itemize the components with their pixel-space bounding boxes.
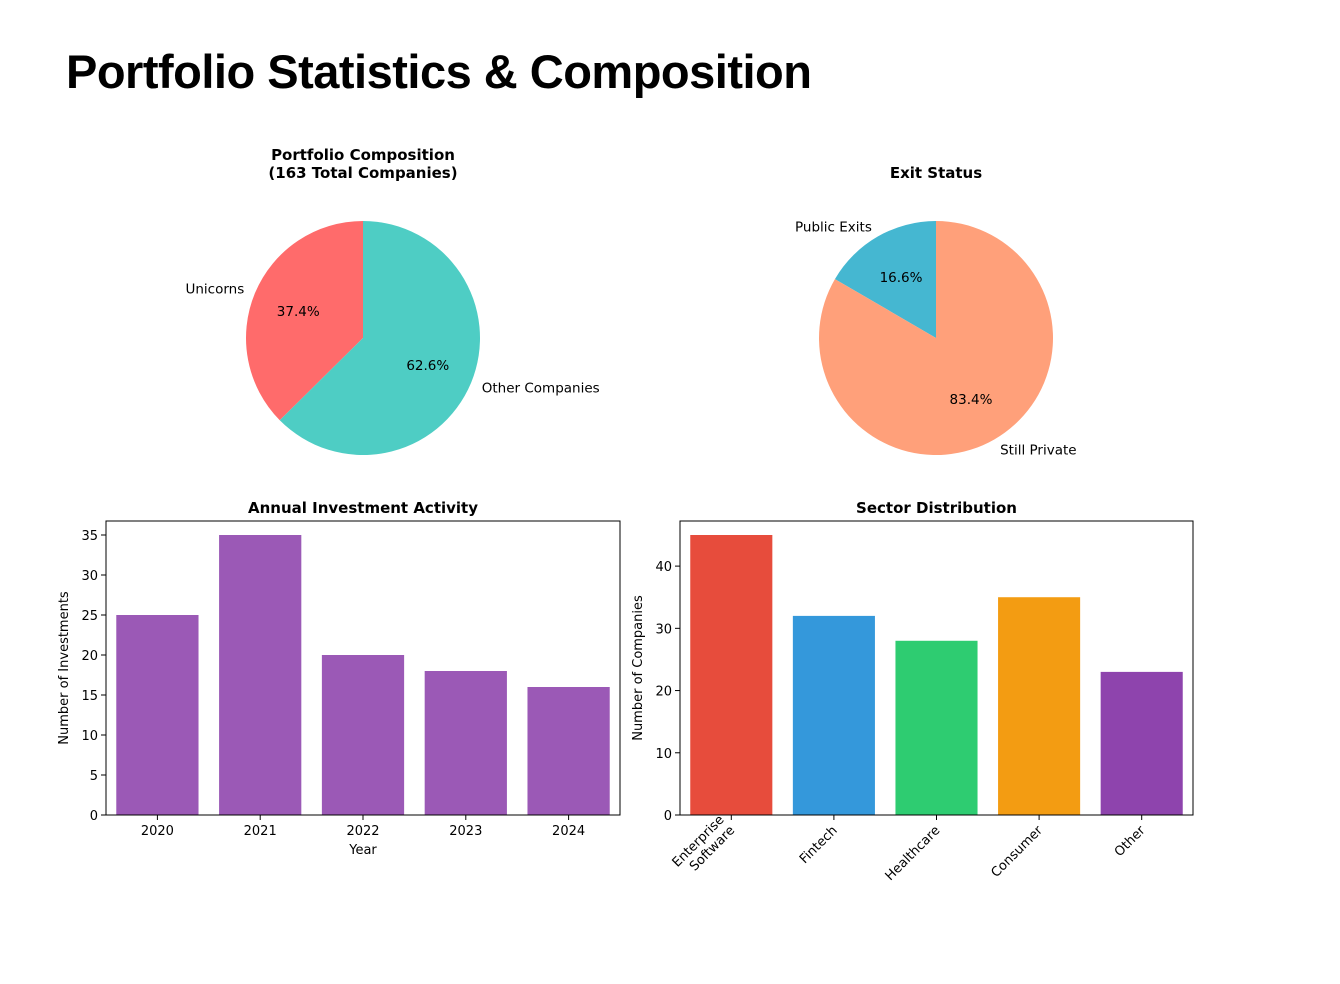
x-tick-label-2022: 2022 (346, 824, 379, 839)
bar-consumer (998, 597, 1081, 815)
bar-2024 (527, 687, 610, 815)
page-title: Portfolio Statistics & Composition (66, 45, 812, 98)
y-axis-label: Number of Companies (631, 595, 646, 741)
y-tick-label: 10 (81, 729, 98, 744)
pie-label-other-companies: Other Companies (482, 381, 600, 397)
y-tick-label: 20 (81, 649, 98, 664)
x-tick-label-line: Healthcare (883, 823, 944, 884)
x-tick-label-line: Consumer (988, 823, 1046, 881)
x-tick-label-other: Other (1112, 823, 1149, 860)
y-tick-label: 30 (81, 569, 98, 584)
y-tick-label: 25 (81, 609, 98, 624)
y-tick-label: 5 (90, 769, 98, 784)
pie-pct-label-unicorns: 37.4% (277, 304, 320, 320)
x-tick-label-2020: 2020 (141, 824, 174, 839)
x-tick-label-consumer: Consumer (988, 823, 1046, 881)
pie-label-unicorns: Unicorns (185, 281, 244, 297)
pie-slice-other-companies (279, 221, 480, 455)
bar-2022 (321, 655, 405, 815)
pie-label-still-private: Still Private (1000, 443, 1076, 459)
pie-title: Exit Status (890, 164, 982, 182)
bar-2021 (219, 535, 302, 815)
y-tick-label: 0 (664, 809, 672, 824)
pie-pct-label-public-exits: 16.6% (880, 270, 923, 286)
y-axis-label: Number of Investments (57, 591, 72, 745)
pie-slice-still-private (819, 221, 1054, 455)
x-tick-label-enterprise-software: EnterpriseSoftware (670, 813, 739, 882)
x-axis-label: Year (348, 843, 377, 858)
y-tick-label: 0 (90, 809, 98, 824)
pie-chart-portfolio-composition: Portfolio Composition(163 Total Companie… (185, 146, 600, 455)
bar-fintech (792, 615, 875, 815)
pie-slice-unicorns (246, 221, 363, 421)
y-tick-label: 40 (655, 560, 672, 575)
pie-pct-label-other-companies: 62.6% (406, 358, 449, 374)
bar-2023 (424, 671, 507, 815)
bar-enterprise-software (690, 535, 773, 815)
x-tick-label-line: Other (1112, 823, 1149, 860)
x-tick-label-2021: 2021 (244, 824, 277, 839)
y-tick-label: 15 (81, 689, 98, 704)
x-tick-label-line: Fintech (797, 823, 841, 867)
x-tick-label-healthcare: Healthcare (883, 823, 944, 884)
bar-chart-title: Sector Distribution (856, 499, 1017, 517)
y-tick-label: 20 (655, 685, 672, 700)
pie-title: Portfolio Composition (271, 146, 455, 164)
x-tick-label-2024: 2024 (552, 824, 585, 839)
pie-slice-public-exits (834, 221, 936, 338)
pie-chart-exit-status: Exit Status Public Exits 16.6% Still Privat… (795, 164, 1077, 459)
x-tick-label-fintech: Fintech (797, 823, 841, 867)
bar-healthcare (895, 640, 978, 815)
y-tick-label: 35 (81, 529, 98, 544)
pie-title: (163 Total Companies) (268, 164, 457, 182)
x-tick-label-2023: 2023 (449, 824, 482, 839)
pie-pct-label-still-private: 83.4% (950, 392, 993, 408)
bar-other (1100, 671, 1183, 815)
y-tick-label: 30 (655, 622, 672, 637)
bar-chart-annual-investment: Annual Investment Activity 0 5 10 15 20 25 30 35… (57, 499, 621, 858)
bar-chart-sector-distribution: Sector Distribution 0 10 20 30 40 EnterpriseSo… (631, 499, 1194, 884)
bar-2020 (116, 615, 199, 815)
pie-label-public-exits: Public Exits (795, 219, 872, 235)
y-tick-label: 10 (655, 747, 672, 762)
bar-chart-title: Annual Investment Activity (248, 499, 478, 517)
